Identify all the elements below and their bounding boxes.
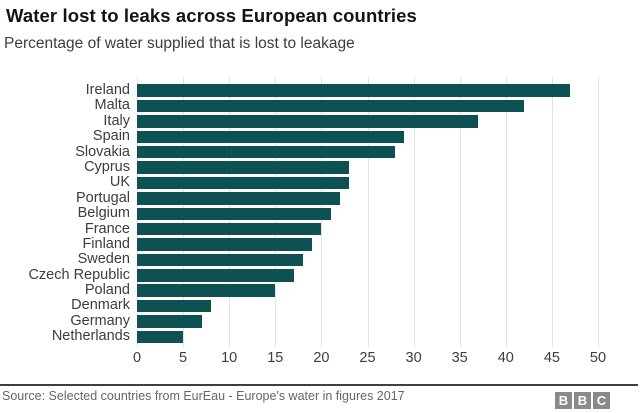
x-tick-label: 35: [451, 350, 468, 366]
bbc-logo: B B C: [555, 392, 610, 409]
source-text: Source: Selected countries from EurEau -…: [2, 389, 405, 403]
bar-row: [137, 114, 598, 129]
bar: [137, 161, 350, 174]
bar: [137, 330, 184, 344]
bar: [137, 130, 405, 144]
bar-row: [137, 329, 598, 344]
bar-row: [137, 222, 598, 237]
bar-row: [137, 268, 598, 283]
bar: [137, 115, 479, 128]
bar: [137, 253, 303, 267]
chart-subtitle: Percentage of water supplied that is los…: [4, 35, 355, 52]
x-tick-label: 25: [359, 350, 376, 366]
country-label: Belgium: [77, 205, 130, 222]
country-label: Denmark: [71, 297, 130, 314]
bar: [137, 176, 350, 190]
bar: [137, 207, 331, 221]
bar-row: [137, 314, 598, 329]
bar: [137, 84, 571, 97]
bar-rows: [137, 83, 598, 345]
bar: [137, 269, 294, 282]
bar-row: [137, 283, 598, 298]
bbc-logo-block: C: [593, 392, 610, 409]
x-axis: 0 5 10 15 20 25 30 35 40 45 50: [133, 350, 606, 370]
bar-row: [137, 129, 598, 144]
country-label: Netherlands: [51, 328, 130, 345]
country-label: Sweden: [77, 251, 130, 268]
x-tick-label: 30: [405, 350, 422, 366]
bar-row: [137, 206, 598, 221]
country-label: Ireland: [85, 82, 130, 98]
country-label: Slovakia: [75, 143, 130, 160]
bar-row: [137, 237, 598, 252]
bar-row: [137, 145, 598, 160]
bar-row: [137, 175, 598, 190]
x-tick-label: 5: [179, 350, 188, 366]
country-label: UK: [109, 174, 130, 191]
gridline: [413, 77, 415, 347]
chart-title: Water lost to leaks across European coun…: [6, 5, 417, 26]
x-tick-label: 20: [313, 350, 330, 366]
bar-row: [137, 298, 598, 313]
country-label: Malta: [94, 97, 130, 114]
country-label: Germany: [70, 312, 130, 329]
plot-area: [137, 77, 599, 347]
gridline: [505, 77, 507, 347]
x-tick-label: 0: [132, 350, 142, 366]
bar: [137, 145, 396, 159]
country-label: Italy: [103, 112, 130, 129]
bar: [137, 192, 340, 205]
x-tick-label: 10: [221, 350, 238, 366]
country-label: France: [84, 220, 130, 237]
bar-row: [137, 252, 598, 267]
x-tick-label: 45: [543, 350, 560, 366]
country-label: Spain: [92, 128, 130, 145]
gridline: [367, 77, 369, 347]
bar: [137, 315, 202, 328]
bar: [137, 238, 313, 251]
bar-row: [137, 191, 598, 206]
bar: [137, 284, 276, 297]
bar-row: [137, 160, 598, 175]
country-label: Finland: [82, 235, 130, 252]
x-tick-label: 15: [267, 350, 284, 366]
gridline: [551, 77, 553, 347]
bar-chart: Ireland Malta Italy Spain Slovakia Cyprus UK Po…: [0, 77, 612, 367]
x-tick-label: 50: [589, 350, 607, 366]
footer-divider: [0, 384, 638, 386]
y-axis-labels: Ireland Malta Italy Spain Slovakia Cyprus UK Po…: [0, 82, 130, 345]
gridline: [598, 77, 599, 347]
country-label: Poland: [84, 282, 130, 299]
bar: [137, 299, 211, 313]
country-label: Cyprus: [84, 158, 130, 175]
country-label: Portugal: [75, 189, 130, 206]
bar: [137, 99, 525, 113]
x-tick-label: 40: [497, 350, 514, 366]
bar-row: [137, 98, 598, 113]
country-label: Czech Republic: [28, 266, 130, 283]
gridline: [459, 77, 461, 347]
bar: [137, 222, 322, 236]
bbc-logo-block: B: [555, 392, 572, 409]
bbc-logo-block: B: [574, 392, 591, 409]
bar-row: [137, 83, 598, 98]
